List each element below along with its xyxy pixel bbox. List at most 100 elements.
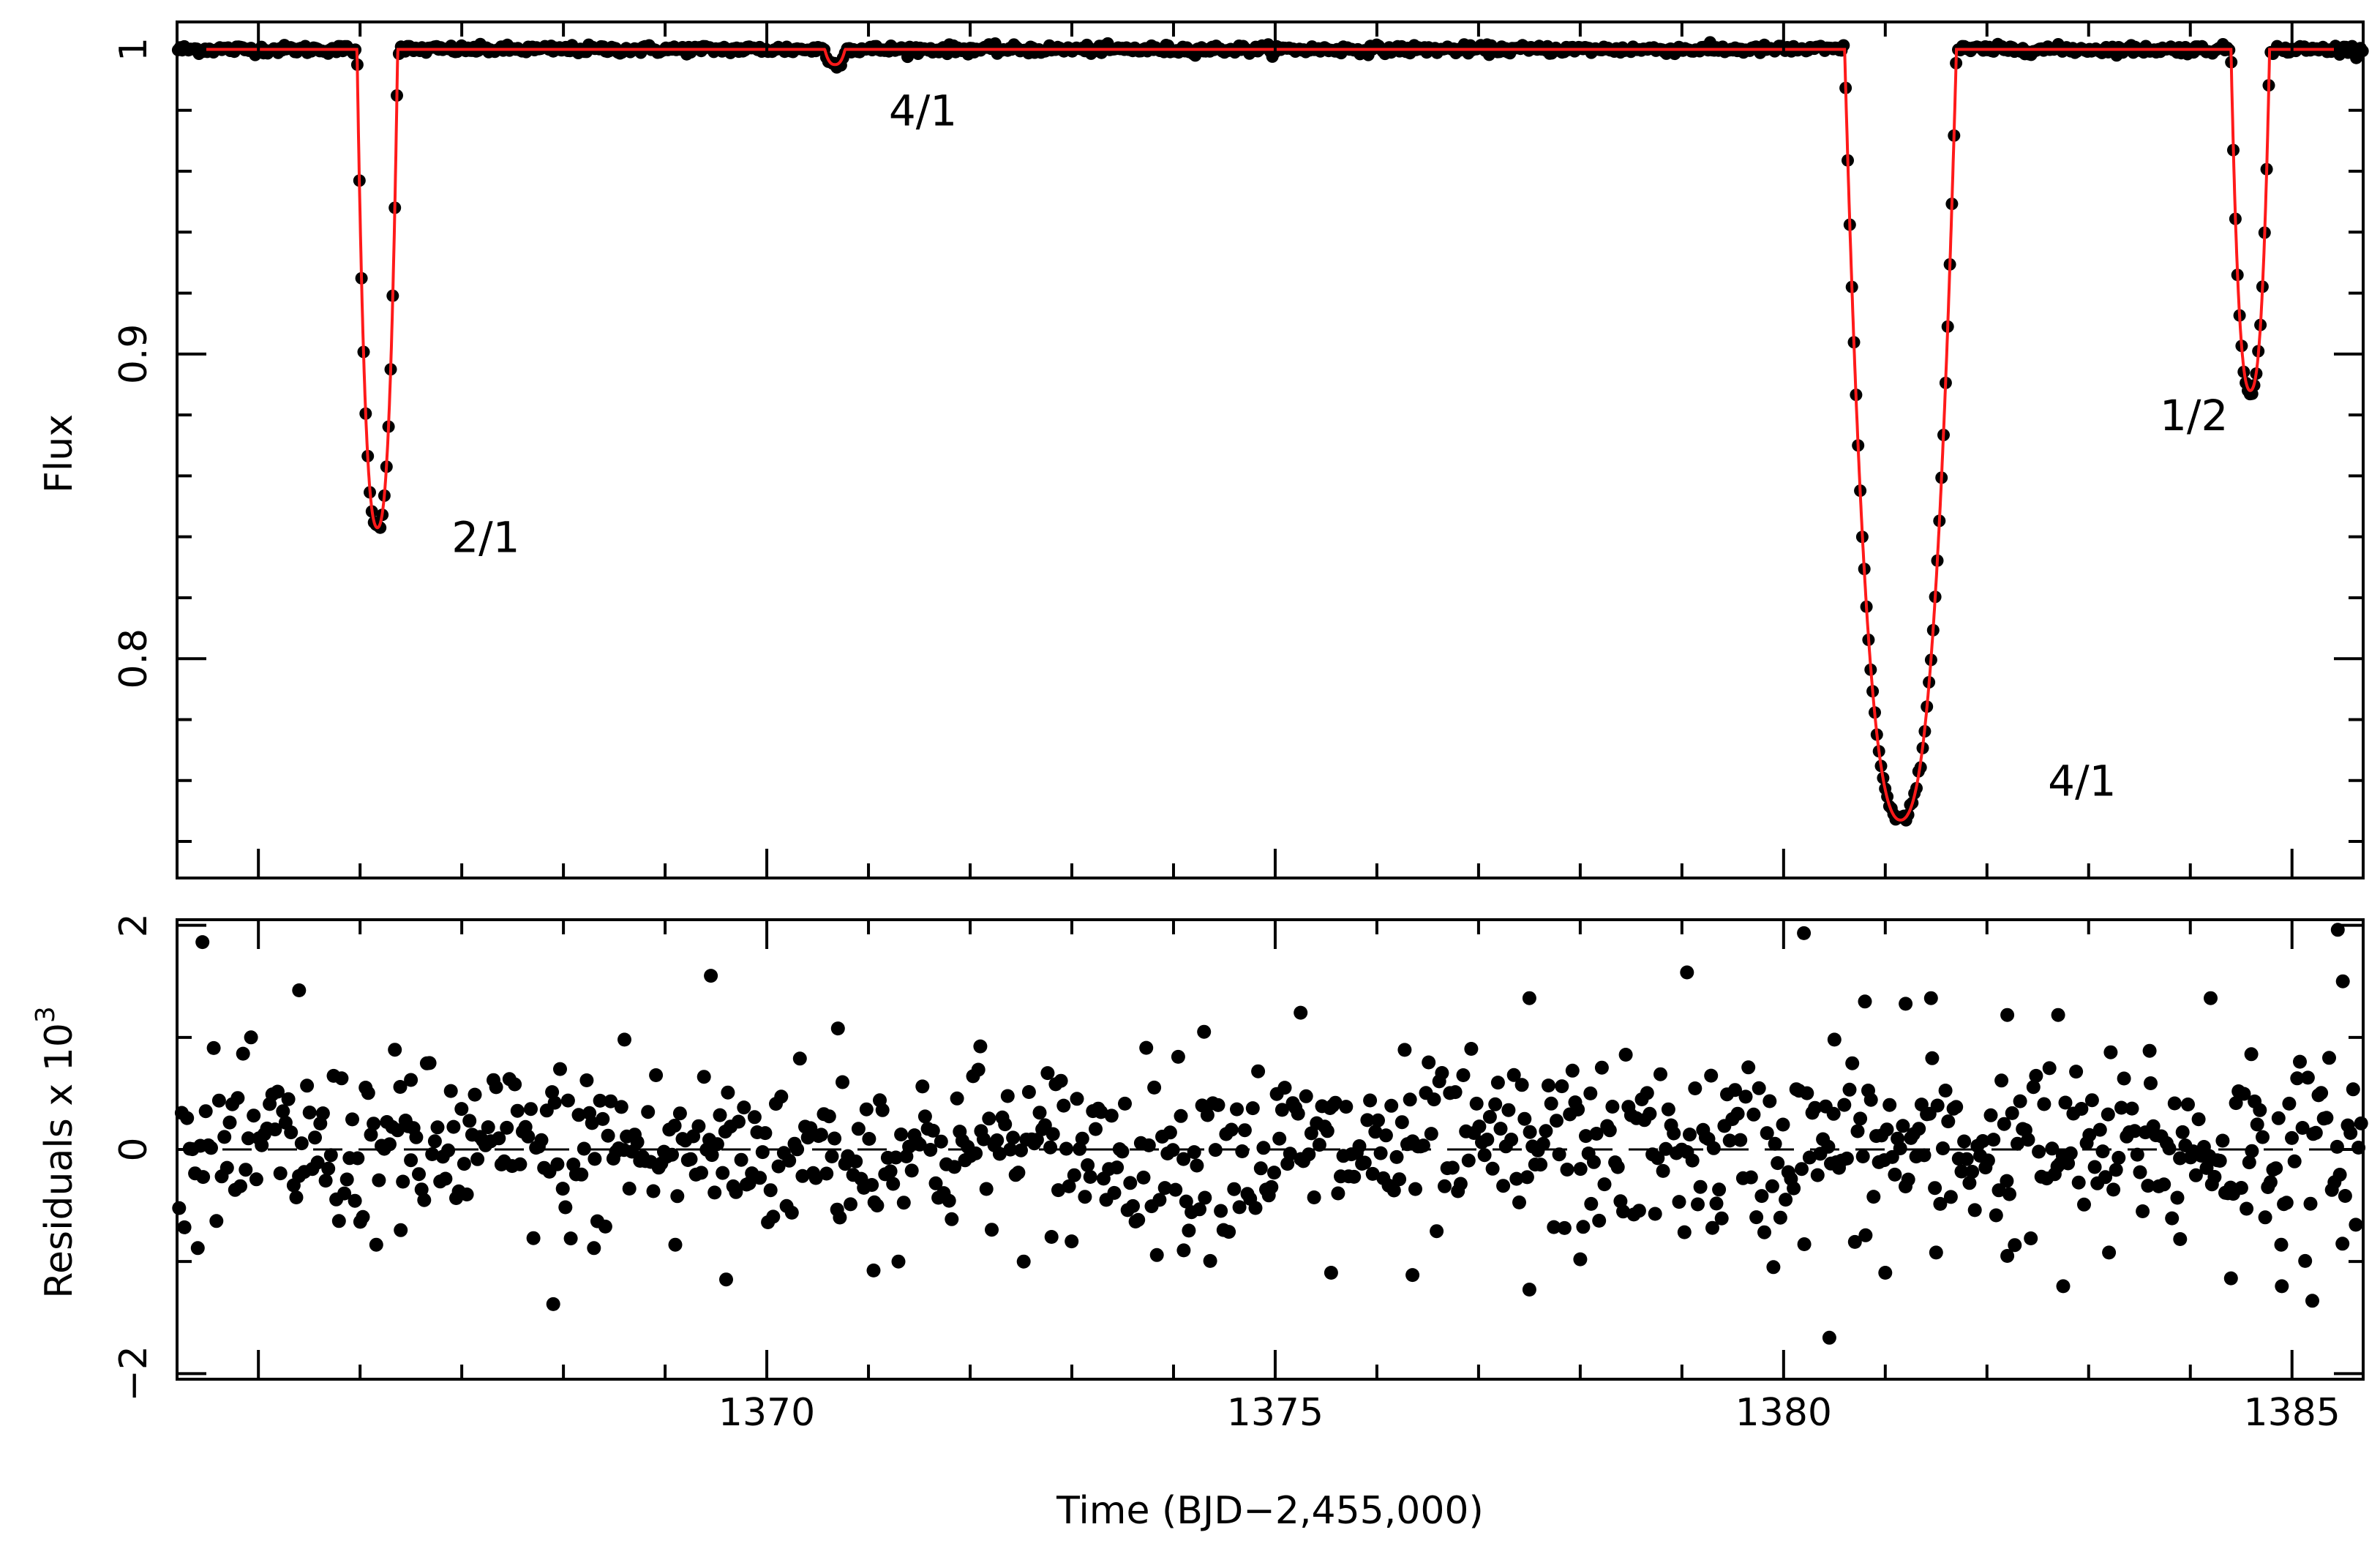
residual-point bbox=[1139, 1040, 1154, 1055]
residual-point bbox=[1847, 1234, 1862, 1249]
residual-point bbox=[1954, 1164, 1969, 1179]
residual-point bbox=[2026, 1080, 2041, 1095]
residual-point bbox=[1967, 1203, 1982, 1218]
residual-point bbox=[1757, 1225, 1771, 1239]
residual-point bbox=[422, 1056, 437, 1070]
residual-point bbox=[2237, 1087, 2251, 1101]
residual-point bbox=[172, 1201, 187, 1215]
residual-point bbox=[2098, 1170, 2113, 1185]
residual-point bbox=[1051, 1183, 1065, 1198]
residual-point bbox=[753, 1171, 767, 1185]
residual-point bbox=[1224, 1122, 1239, 1137]
residual-point bbox=[2000, 1249, 2015, 1263]
residual-point bbox=[2144, 1076, 2158, 1090]
residual-point bbox=[1565, 1063, 1580, 1078]
residual-point bbox=[315, 1106, 330, 1121]
residual-point bbox=[2234, 1181, 2248, 1195]
residual-point bbox=[1989, 1208, 2003, 1223]
residual-point bbox=[1771, 1156, 1785, 1171]
residual-point bbox=[489, 1080, 503, 1095]
residual-point bbox=[1722, 1133, 1737, 1148]
residual-point bbox=[1312, 1138, 1326, 1152]
residual-point bbox=[694, 1166, 708, 1180]
residual-point bbox=[500, 1120, 514, 1135]
residual-point bbox=[1571, 1102, 1585, 1117]
residual-point bbox=[2102, 1245, 2117, 1260]
residual-point bbox=[350, 1151, 365, 1166]
residual-point bbox=[1632, 1204, 1646, 1218]
residual-point bbox=[1997, 1117, 2011, 1131]
residual-point bbox=[1187, 1145, 1201, 1160]
residual-point bbox=[255, 1138, 269, 1152]
residual-point bbox=[1766, 1260, 1781, 1275]
residual-point bbox=[588, 1152, 602, 1166]
residual-point bbox=[177, 1220, 192, 1234]
residual-point bbox=[1251, 1064, 1266, 1078]
residual-point bbox=[630, 1135, 645, 1149]
residual-point bbox=[1685, 1153, 1700, 1168]
residual-point bbox=[721, 1085, 735, 1100]
residual-point bbox=[1576, 1220, 1591, 1234]
residual-point bbox=[1021, 1085, 1036, 1099]
residual-point bbox=[998, 1117, 1013, 1132]
residual-point bbox=[2263, 1175, 2278, 1190]
residual-point bbox=[1464, 1042, 1479, 1056]
residual-point bbox=[2024, 1231, 2038, 1245]
residual-point bbox=[1965, 1165, 1980, 1179]
residual-point bbox=[1555, 1079, 1569, 1094]
residual-point bbox=[596, 1111, 610, 1126]
residual-point bbox=[782, 1153, 797, 1168]
residual-point bbox=[2032, 1144, 2046, 1159]
residual-point bbox=[763, 1183, 778, 1198]
residual-point bbox=[1176, 1243, 1191, 1258]
residual-point bbox=[1957, 1134, 1972, 1149]
residual-point bbox=[672, 1106, 687, 1121]
residual-point bbox=[284, 1125, 299, 1140]
residual-point bbox=[886, 1177, 901, 1191]
residual-point bbox=[545, 1085, 560, 1100]
residual-point bbox=[1712, 1182, 1727, 1197]
residual-point bbox=[1179, 1194, 1193, 1209]
residual-point bbox=[732, 1114, 746, 1129]
residual-point bbox=[947, 1160, 961, 1174]
residual-point bbox=[1264, 1179, 1279, 1194]
residual-point bbox=[1853, 1111, 1868, 1126]
residual-point bbox=[1493, 1122, 1508, 1136]
residual-point bbox=[1733, 1133, 1748, 1147]
residual-point bbox=[281, 1092, 296, 1106]
residual-point bbox=[2084, 1093, 2099, 1108]
residual-point bbox=[1929, 1245, 1943, 1260]
residual-point bbox=[2300, 1070, 2315, 1085]
eclipse-label: 4/1 bbox=[889, 86, 957, 136]
residual-point bbox=[587, 1241, 601, 1256]
residual-point bbox=[2346, 1082, 2360, 1097]
flux-tick-label: 0.9 bbox=[112, 323, 156, 384]
residual-point bbox=[372, 1173, 386, 1188]
residual-point bbox=[1054, 1073, 1068, 1088]
residual-point bbox=[1438, 1179, 1452, 1193]
residual-point bbox=[1587, 1155, 1601, 1169]
residual-point bbox=[396, 1174, 410, 1189]
residual-point bbox=[1107, 1185, 1122, 1200]
residual-point bbox=[1075, 1131, 1089, 1146]
residual-point bbox=[1237, 1123, 1252, 1138]
residual-point bbox=[1858, 994, 1872, 1009]
residual-point bbox=[1975, 1134, 1990, 1148]
residual-point bbox=[1754, 1189, 1769, 1204]
residual-point bbox=[1232, 1200, 1247, 1215]
residual-point bbox=[1174, 1108, 1188, 1123]
residual-point bbox=[866, 1263, 881, 1278]
time-tick-label: 1385 bbox=[2244, 1391, 2340, 1435]
residual-point bbox=[2305, 1294, 2319, 1308]
residual-point bbox=[1542, 1078, 1555, 1093]
residual-point bbox=[1896, 1119, 1910, 1133]
residual-point bbox=[894, 1128, 909, 1141]
residual-point bbox=[1363, 1093, 1378, 1108]
residual-point bbox=[1797, 1237, 1812, 1251]
residual-point bbox=[571, 1108, 586, 1122]
residual-point bbox=[982, 1111, 996, 1126]
flux-marks bbox=[171, 36, 2369, 827]
residual-point bbox=[2269, 1161, 2283, 1176]
residual-point bbox=[1930, 1098, 1945, 1113]
residual-point bbox=[2338, 1189, 2352, 1203]
